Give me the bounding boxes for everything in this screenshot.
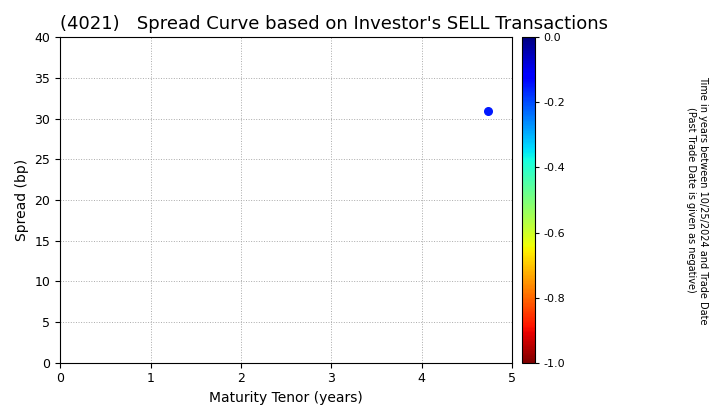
Y-axis label: Time in years between 10/25/2024 and Trade Date
(Past Trade Date is given as neg: Time in years between 10/25/2024 and Tra… [686, 76, 708, 324]
X-axis label: Maturity Tenor (years): Maturity Tenor (years) [210, 391, 363, 405]
Point [482, 107, 493, 114]
Y-axis label: Spread (bp): Spread (bp) [15, 159, 29, 241]
Text: (4021)   Spread Curve based on Investor's SELL Transactions: (4021) Spread Curve based on Investor's … [60, 15, 608, 33]
